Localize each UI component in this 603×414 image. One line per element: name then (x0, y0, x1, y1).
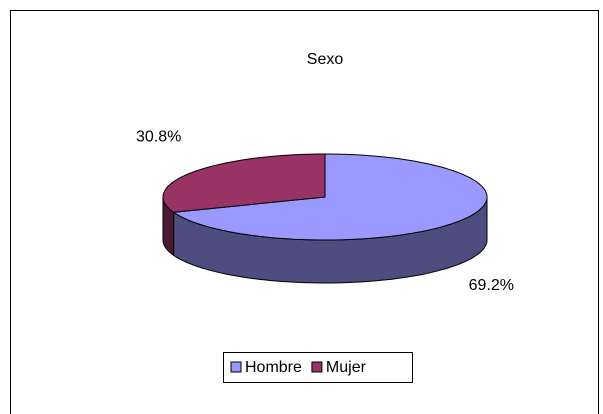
slice (172, 153, 488, 241)
legend-label: Hombre (245, 359, 302, 376)
legend-label: Mujer (326, 359, 367, 376)
data-label: 69.2% (469, 277, 514, 294)
chart-title: Sexo (307, 51, 344, 68)
slice (162, 153, 326, 213)
legend-swatch (230, 361, 242, 373)
legend-swatch (311, 361, 323, 373)
data-label: 30.8% (136, 128, 181, 145)
